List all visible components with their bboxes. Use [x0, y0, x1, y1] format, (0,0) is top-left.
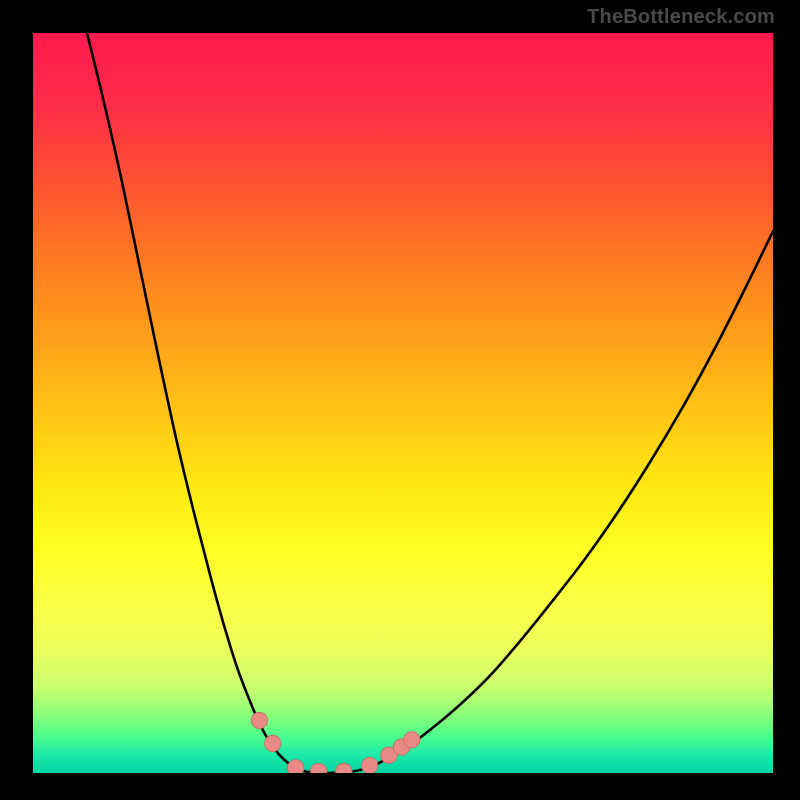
curve-marker: [251, 712, 267, 728]
chart-canvas: TheBottleneck.com: [0, 0, 800, 800]
plot-area: [33, 33, 773, 773]
curve-marker: [265, 735, 281, 751]
curve-marker: [362, 757, 378, 773]
v-curve: [87, 33, 773, 773]
watermark-text: TheBottleneck.com: [587, 6, 775, 29]
curve-marker: [288, 760, 304, 773]
curve-marker: [336, 763, 352, 773]
curve-marker: [310, 763, 326, 773]
curve-overlay: [33, 33, 773, 773]
curve-marker: [404, 732, 420, 748]
